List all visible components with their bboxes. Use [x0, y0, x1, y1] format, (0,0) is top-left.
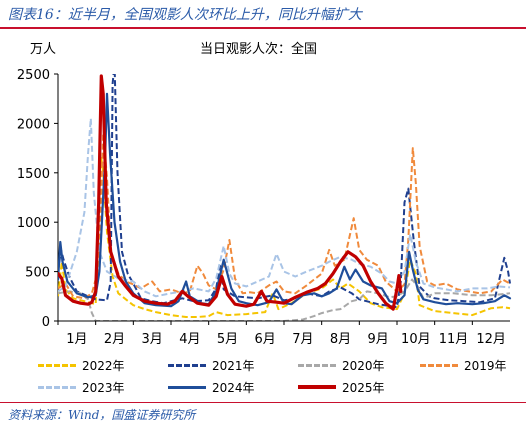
- legend-item: 2025年: [298, 378, 385, 396]
- legend-item: 2022年: [38, 356, 125, 374]
- legend-swatch: [168, 363, 206, 367]
- legend-item: 2024年: [168, 378, 255, 396]
- series-line-2023: [58, 117, 511, 298]
- source-note: 资料来源：Wind，国盛证券研究所: [8, 408, 196, 422]
- legend-label: 2021年: [212, 358, 255, 373]
- legend-label: 2019年: [464, 358, 507, 373]
- legend-swatch: [168, 385, 206, 389]
- x-tick-label: 5月: [217, 332, 238, 347]
- y-tick-label: 1500: [17, 167, 50, 182]
- y-tick-label: 2000: [17, 117, 50, 132]
- legend-label: 2025年: [342, 380, 385, 395]
- chart-subtitle: 当日观影人次：全国: [200, 42, 318, 57]
- legend-label: 2024年: [212, 380, 255, 395]
- x-tick-label: 8月: [330, 332, 351, 347]
- y-tick-label: 0: [42, 315, 50, 330]
- series-line-2021: [58, 74, 511, 309]
- series-line-2024: [58, 92, 512, 308]
- y-axis-unit-label: 万人: [30, 42, 57, 57]
- legend-swatch: [298, 385, 336, 389]
- title-rule: [0, 27, 526, 29]
- legend-swatch: [298, 363, 336, 367]
- x-tick-label: 12月: [476, 332, 506, 347]
- legend-label: 2022年: [82, 358, 125, 373]
- series-line-2025: [58, 74, 403, 311]
- source-rule: [0, 402, 526, 403]
- x-tick-label: 11月: [439, 332, 469, 347]
- legend-label: 2023年: [82, 380, 125, 395]
- legend-swatch: [420, 363, 458, 367]
- legend-item: 2021年: [168, 356, 255, 374]
- x-tick-label: 9月: [368, 332, 389, 347]
- figure-title: 图表16：近半月，全国观影人次环比上升，同比升幅扩大: [8, 7, 362, 23]
- series-line-2019: [58, 132, 511, 300]
- x-tick-label: 3月: [142, 332, 163, 347]
- x-tick-label: 2月: [104, 332, 125, 347]
- legend-swatch: [38, 385, 76, 389]
- x-tick-label: 7月: [292, 332, 313, 347]
- y-tick-label: 500: [25, 266, 50, 281]
- legend-item: 2023年: [38, 378, 125, 396]
- legend-item: 2019年: [420, 356, 507, 374]
- legend-label: 2020年: [342, 358, 385, 373]
- y-tick-label: 1000: [17, 216, 50, 231]
- x-tick-label: 10月: [401, 332, 431, 347]
- x-tick-label: 4月: [179, 332, 200, 347]
- x-tick-label: 6月: [255, 332, 276, 347]
- x-tick-label: 1月: [66, 332, 87, 347]
- y-tick-label: 2500: [17, 68, 50, 83]
- legend-item: 2020年: [298, 356, 385, 374]
- legend-swatch: [38, 363, 76, 367]
- series-line-2022: [58, 157, 511, 318]
